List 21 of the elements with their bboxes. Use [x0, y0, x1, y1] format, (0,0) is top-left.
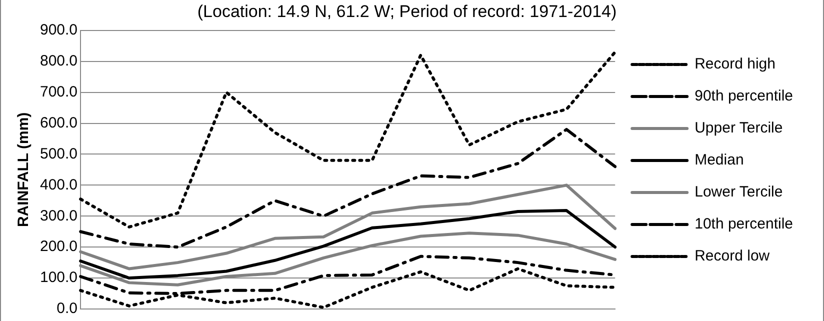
chart-title: (Location: 14.9 N, 61.2 W; Period of record: 1971-2014)	[197, 2, 617, 21]
y-tick-label: 800.0	[40, 52, 78, 70]
legend-label: 10th percentile	[694, 216, 794, 233]
line-series	[79, 128, 617, 249]
y-tick-label: 700.0	[40, 83, 78, 100]
legend-label: Record low	[694, 248, 770, 265]
y-tick-label: 900.0	[40, 22, 78, 39]
legend-label: Median	[694, 152, 744, 169]
legend-label: Record high	[694, 56, 776, 73]
y-tick-label: 300.0	[40, 207, 78, 224]
legend-label: Lower Tercile	[694, 184, 783, 201]
y-tick-label: 0.0	[56, 300, 78, 318]
legend-label: Upper Tercile	[694, 120, 783, 137]
line-series	[79, 50, 617, 228]
legend-label: 90th percentile	[694, 88, 794, 105]
y-tick-label: 500.0	[40, 145, 78, 162]
y-tick-label: 600.0	[40, 114, 78, 132]
y-tick-label: 200.0	[40, 238, 78, 256]
y-axis-title: RAINFALL (mm)	[15, 112, 32, 228]
y-tick-label: 100.0	[40, 269, 78, 286]
y-tick-label: 400.0	[40, 176, 78, 194]
